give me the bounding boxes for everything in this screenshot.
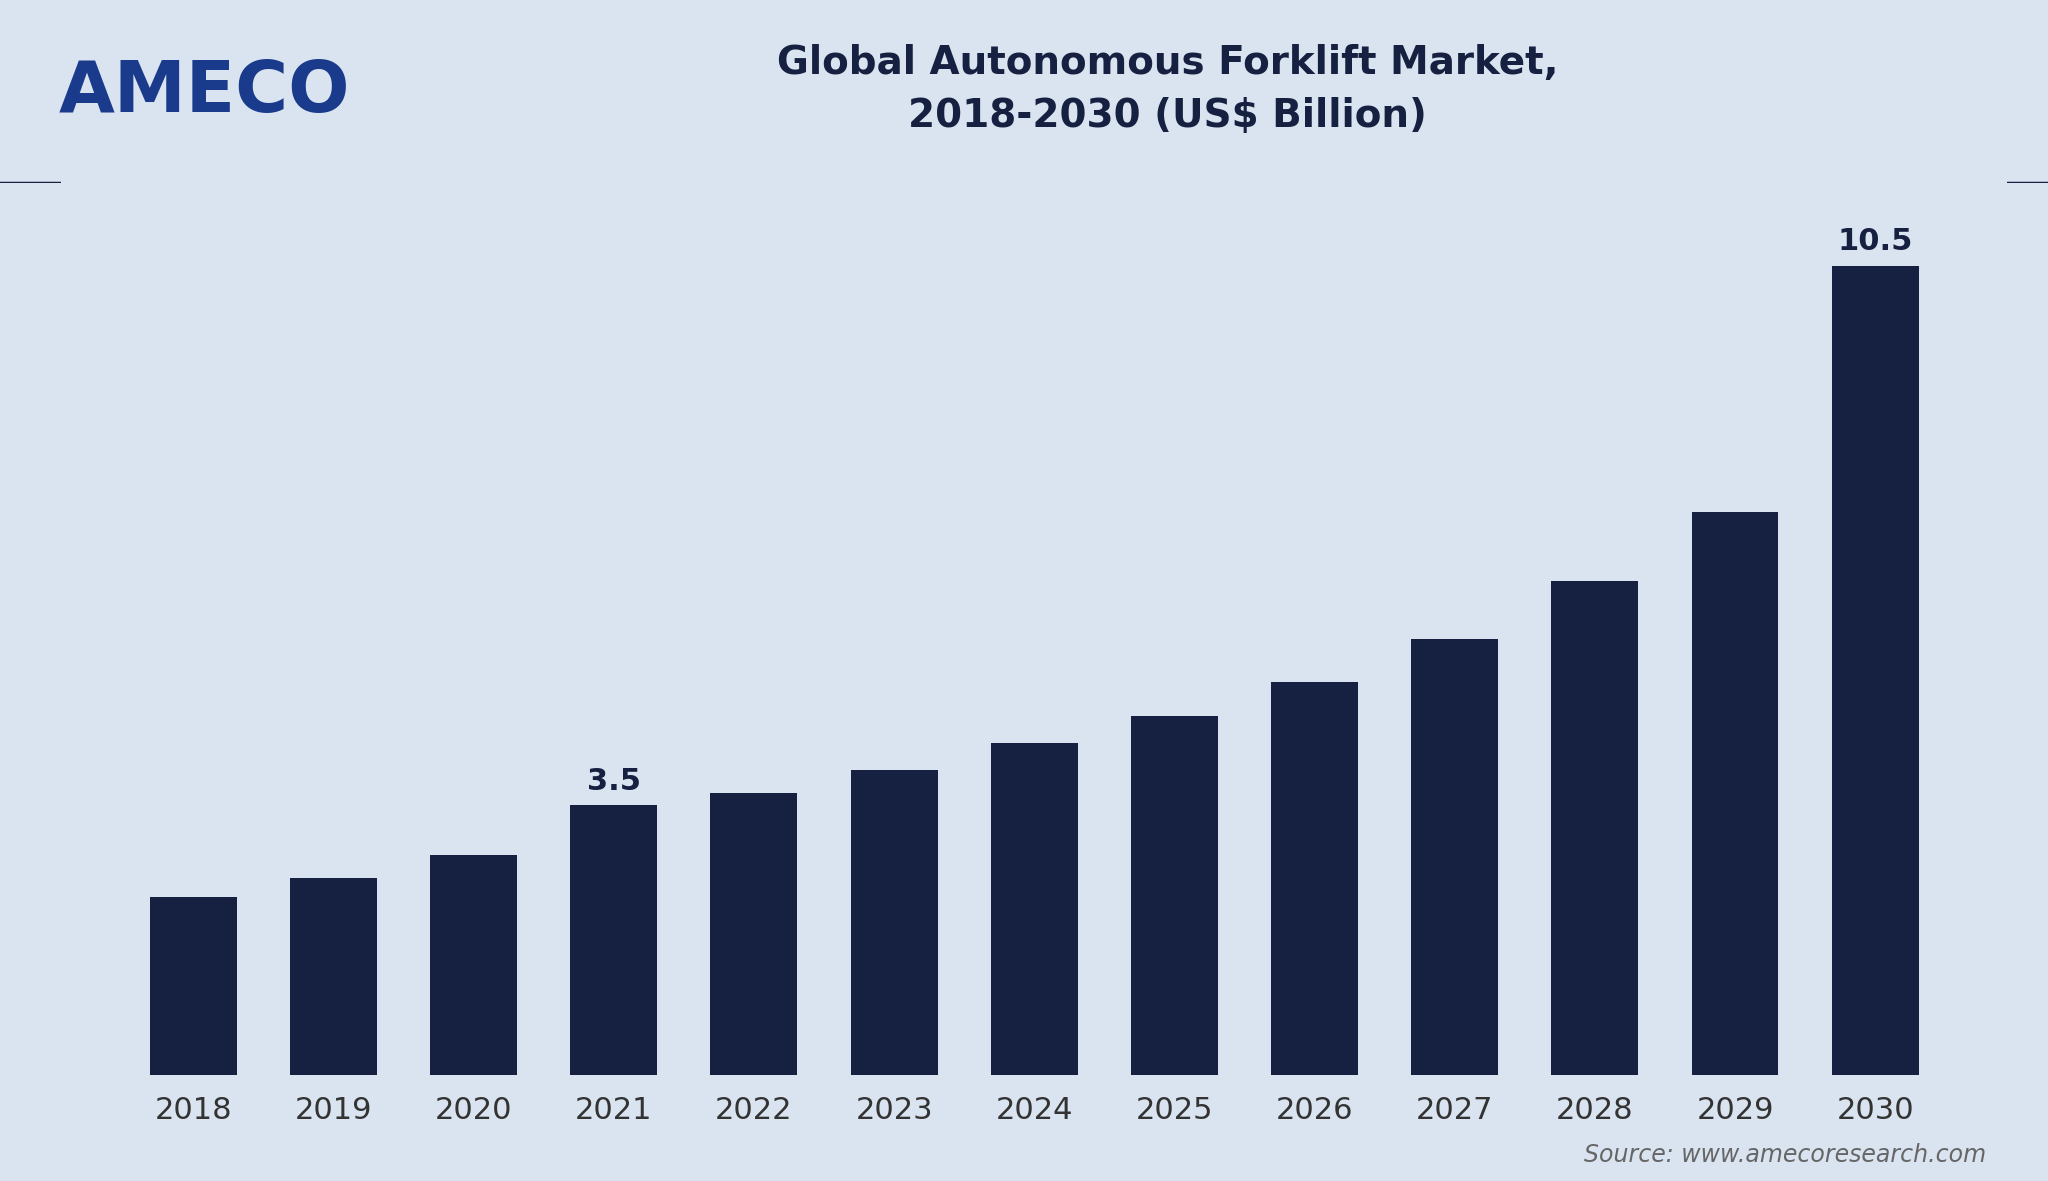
Text: 10.5: 10.5 bbox=[1837, 227, 1913, 256]
Text: AMECO: AMECO bbox=[59, 58, 350, 128]
Text: Global Autonomous Forklift Market,
2018-2030 (US$ Billion): Global Autonomous Forklift Market, 2018-… bbox=[776, 44, 1559, 135]
Bar bbox=[991, 743, 1077, 1075]
Bar bbox=[569, 805, 657, 1075]
Bar bbox=[150, 898, 238, 1075]
Text: Source: www.amecoresearch.com: Source: www.amecoresearch.com bbox=[1585, 1143, 1987, 1167]
Bar bbox=[1130, 717, 1219, 1075]
Bar bbox=[850, 770, 938, 1075]
Bar bbox=[1692, 513, 1778, 1075]
Bar bbox=[291, 879, 377, 1075]
Bar bbox=[1411, 639, 1499, 1075]
Bar bbox=[1552, 581, 1638, 1075]
Bar bbox=[1831, 266, 1919, 1075]
Bar bbox=[430, 855, 516, 1075]
Bar bbox=[711, 794, 797, 1075]
Bar bbox=[1272, 681, 1358, 1075]
Text: 3.5: 3.5 bbox=[588, 766, 641, 796]
